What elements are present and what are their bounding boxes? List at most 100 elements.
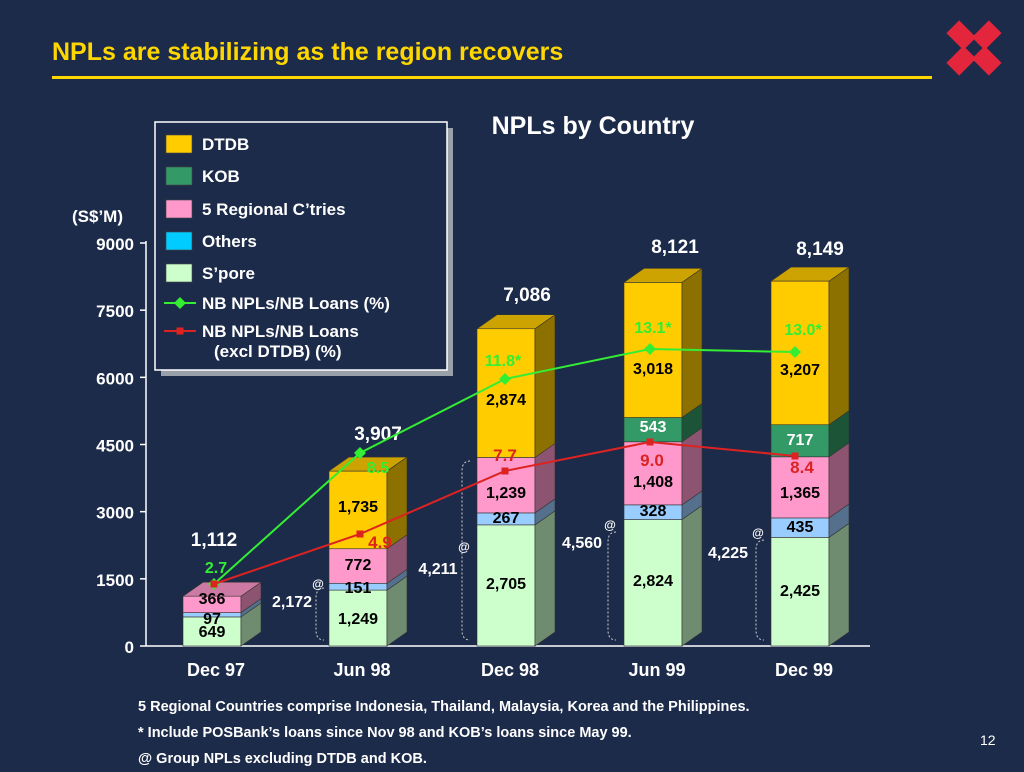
ratio-label: 7.7 <box>493 446 517 465</box>
group-total-label: 4,225 <box>708 545 748 562</box>
segment-value-label: 3,018 <box>633 361 673 378</box>
legend-label: 5 Regional C’tries <box>202 200 346 219</box>
y-tick-label: 9000 <box>96 235 134 254</box>
legend-marker <box>174 297 186 309</box>
bar-total-label: 1,112 <box>191 530 238 551</box>
ratio-marker <box>499 373 511 385</box>
bar-segment <box>770 280 830 426</box>
title-underline <box>52 76 932 79</box>
bar-total-label: 3,907 <box>354 424 402 445</box>
segment-value-label: 2,705 <box>486 576 526 593</box>
ratio-marker <box>644 343 656 355</box>
ratio-label: 11.8* <box>485 353 522 370</box>
segment-value-label: 2,874 <box>486 392 526 409</box>
legend-label: S’pore <box>202 264 255 283</box>
bank-logo-icon <box>946 20 1002 76</box>
y-tick-label: 3000 <box>96 504 134 523</box>
bar-top <box>770 266 850 282</box>
ratio-label: 13.1* <box>634 320 672 337</box>
bar-segment <box>623 417 683 443</box>
bar-top <box>328 456 408 472</box>
legend-box <box>154 121 448 371</box>
ratio-marker <box>501 467 509 475</box>
ratio-marker <box>210 580 218 588</box>
x-tick-label: Jun 98 <box>333 660 390 680</box>
footnote-asterisk: * Include POSBank’s loans since Nov 98 a… <box>138 725 632 741</box>
page-number: 12 <box>980 732 996 748</box>
group-bracket <box>461 460 471 641</box>
bar-segment <box>770 456 830 519</box>
footnote-at: @ Group NPLs excluding DTDB and KOB. <box>138 751 427 767</box>
legend-swatch <box>165 199 193 219</box>
ratio-marker <box>789 346 801 358</box>
legend-label: NB NPLs/NB Loans (%) <box>202 294 390 313</box>
slide-title: NPLs are stabilizing as the region recov… <box>52 38 564 66</box>
footnote-regional: 5 Regional Countries comprise Indonesia,… <box>138 699 750 715</box>
segment-value-label: 366 <box>199 591 226 608</box>
x-tick-label: Dec 98 <box>481 660 539 680</box>
ratio-label: 8.4 <box>790 458 814 477</box>
legend-swatch <box>165 263 193 283</box>
ratio-label: 9.0 <box>640 451 664 470</box>
x-tick-label: Jun 99 <box>628 660 685 680</box>
segment-value-label: 717 <box>787 432 814 449</box>
bar-segment <box>770 537 830 647</box>
bar-segment <box>476 328 536 458</box>
group-bracket <box>755 539 765 641</box>
bar-side <box>828 522 850 647</box>
segment-value-label: 435 <box>787 519 814 536</box>
legend-swatch <box>165 231 193 251</box>
segment-value-label: 151 <box>345 580 372 597</box>
legend-label: Others <box>202 232 257 251</box>
group-total-label: 4,211 <box>418 561 457 578</box>
bar-side <box>681 504 703 647</box>
legend-label: KOB <box>202 167 240 186</box>
segment-value-label: 1,239 <box>486 485 526 502</box>
legend-marker <box>176 327 184 335</box>
bar-segment <box>182 616 242 647</box>
bar-side <box>828 266 850 426</box>
group-total-label: 4,560 <box>562 535 602 552</box>
legend-label: DTDB <box>202 135 249 154</box>
bar-top <box>476 314 556 330</box>
ratio-label: 8.5 <box>367 460 389 477</box>
segment-value-label: 772 <box>345 557 372 574</box>
segment-value-label: 1,408 <box>633 474 673 491</box>
legend-swatch <box>165 166 193 186</box>
x-tick-label: Dec 99 <box>775 660 833 680</box>
segment-value-label: 1,365 <box>780 485 820 502</box>
bar-side <box>534 510 556 647</box>
npl-chart: 0 1500 3000 4500 6000 7500 9000 (S$’M) NPLs by C… <box>72 112 870 680</box>
bar-side <box>534 314 556 459</box>
bar-segment <box>328 548 388 584</box>
ratio-marker <box>791 452 799 460</box>
segment-value-label: 267 <box>493 510 520 527</box>
x-tick-label: Dec 97 <box>187 660 245 680</box>
legend-label: (excl DTDB) (%) <box>214 342 342 361</box>
at-marker: @ <box>604 518 616 532</box>
legend-label: NB NPLs/NB Loans <box>202 322 359 341</box>
ratio-label: 2.7 <box>205 560 227 577</box>
bar-total-label: 8,149 <box>796 239 844 260</box>
y-tick-label: 1500 <box>96 571 134 590</box>
ratio-marker <box>646 438 654 446</box>
bar-side <box>681 267 703 419</box>
bar-total-label: 7,086 <box>503 285 551 306</box>
bar-segment <box>623 441 683 506</box>
ratio-label: 4.9 <box>368 533 392 552</box>
y-tick-label: 7500 <box>96 302 134 321</box>
chart-title: NPLs by Country <box>492 112 695 140</box>
footnotes: 5 Regional Countries comprise Indonesia,… <box>138 694 750 772</box>
ratio-marker <box>354 447 366 459</box>
group-bracket <box>607 531 617 641</box>
bar-top <box>623 268 703 283</box>
segment-value-label: 3,207 <box>780 362 820 379</box>
y-tick-label: 4500 <box>96 437 134 456</box>
ratio-label: 13.0* <box>784 322 822 339</box>
segment-value-label: 1,735 <box>338 499 378 516</box>
group-bracket <box>315 587 325 641</box>
bar-segment <box>770 424 830 458</box>
bar-top <box>182 581 262 597</box>
y-axis-label: (S$’M) <box>72 207 123 226</box>
segment-value-label: 328 <box>640 503 667 520</box>
